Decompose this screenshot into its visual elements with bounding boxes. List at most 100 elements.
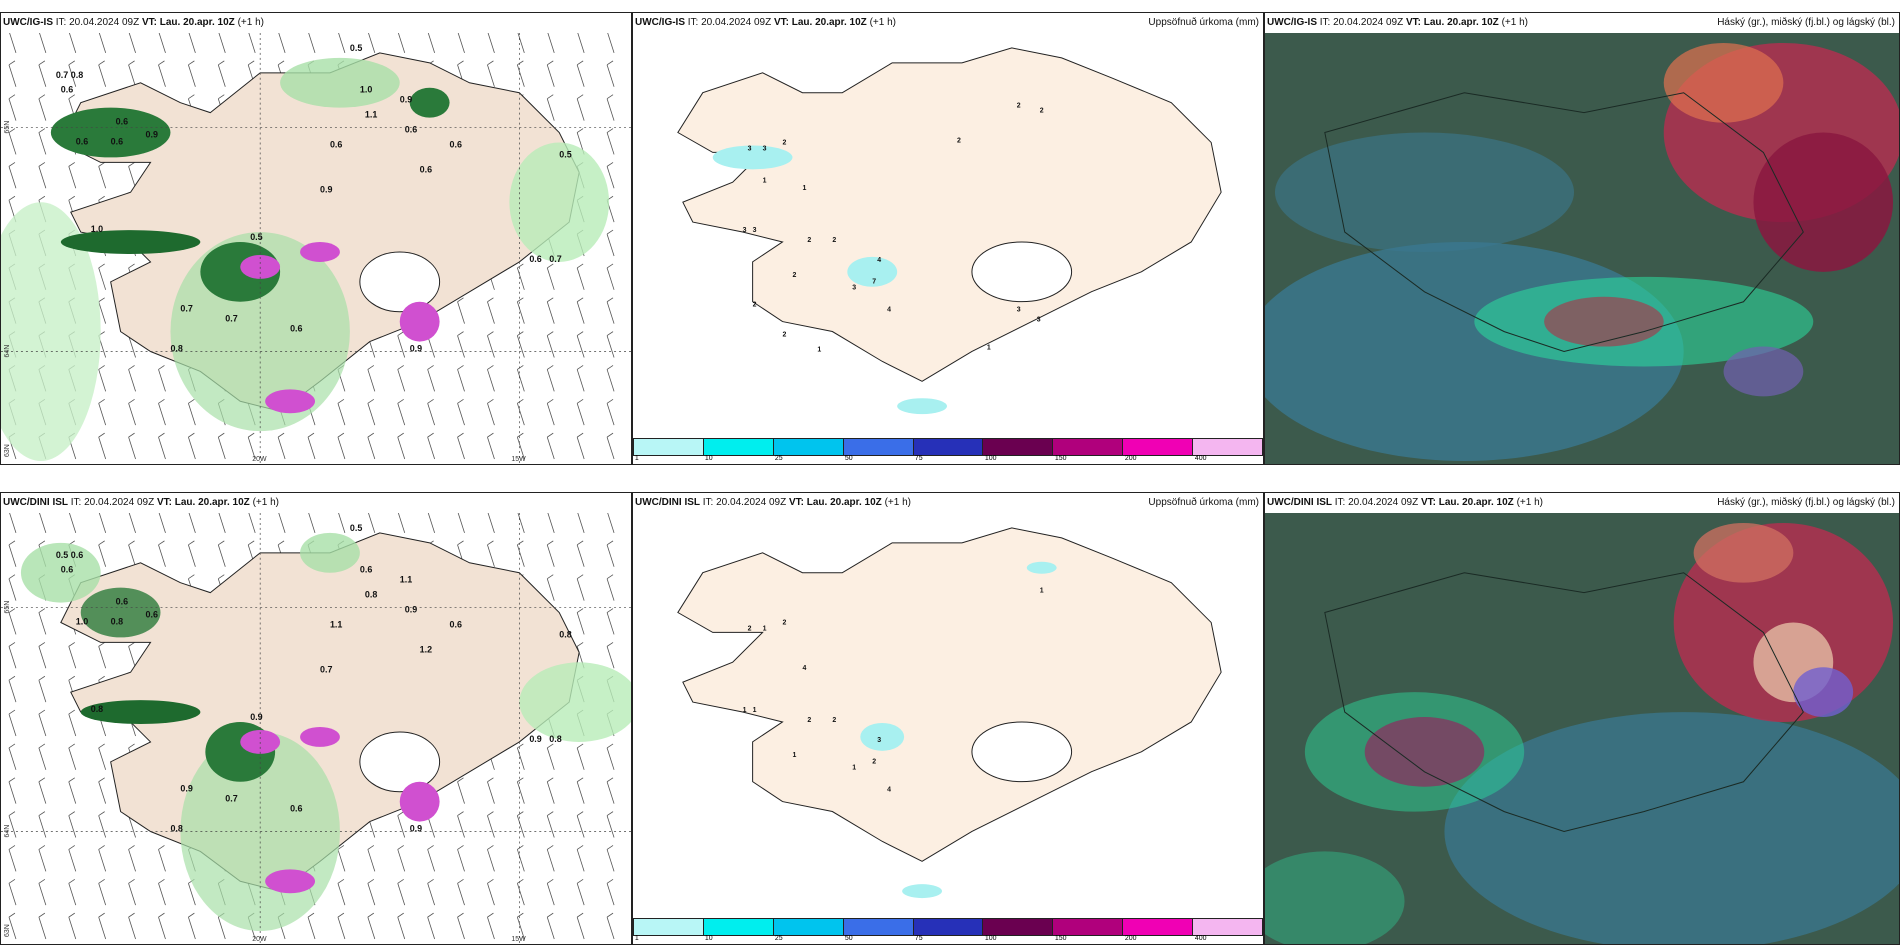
wind-barb-flag [576,777,584,783]
wind-barb [546,335,555,358]
wind-barb-flag [547,94,554,100]
wind-barb [158,849,166,872]
wind-barb-flag [98,743,105,749]
wind-barb [606,578,615,601]
wind-barb [8,747,17,770]
wind-barb-flag [427,845,434,850]
wind-barb-flag [547,878,554,884]
accum-value-label: 1 [753,707,757,714]
wind-barb-flag [188,94,195,100]
iceland-land [677,527,1222,862]
wind-barb-flag [457,777,464,783]
colorbar-ticks: 1 10 25 50 75 100 150 200 400 [633,935,1263,944]
wind-barb [546,747,555,770]
wind-barb-flag [128,845,135,850]
wind-barb-flag [576,398,584,404]
wind-barb [546,883,555,906]
accum-value-label: 4 [802,665,806,672]
wind-barb [188,403,196,426]
lat-label-63: 63N [4,444,11,457]
accum-value-label: 4 [877,257,881,264]
wind-barb-flag [68,878,75,884]
wind-barb [98,815,107,838]
precip-value-label: 0.5 [250,232,262,242]
wind-barb-flag [547,263,554,269]
colorbar-tick: 10 [704,455,713,462]
wind-barb-flag [517,811,524,816]
wind-barb-flag [606,574,614,580]
wind-barb-flag [606,94,614,100]
wind-barb-flag [606,365,614,370]
wind-barb-flag [98,912,105,918]
wind-barb [397,883,406,906]
wind-barb-flag [38,912,46,918]
wind-barb-flag [68,777,75,783]
wind-barb-flag [188,398,195,404]
wind-barb [98,747,107,770]
wind-barb-flag [337,432,345,438]
wind-barb-flag [38,878,46,884]
accum-value-label: 2 [1040,108,1044,115]
wind-barb [516,815,525,838]
wind-barb [8,578,17,601]
wind-barb-flag [98,398,105,404]
wind-barb-flag [98,162,105,167]
accum-value-label: 2 [872,759,876,766]
wind-barb [606,646,615,669]
wind-barb-flag [576,608,584,613]
accum-value-label: 2 [753,302,757,309]
precip-value-label: 0.6 [71,550,83,560]
wind-barb-flag [606,777,614,783]
wind-barb-flag [218,60,225,66]
wind-barb [98,513,107,534]
wind-barb [516,437,525,460]
wind-barb [547,33,555,54]
wind-barb [218,513,226,534]
wind-barb-flag [606,642,614,647]
wind-barb [8,917,17,940]
wind-barb-flag [487,365,494,370]
lat-label-65: 65N [4,121,11,134]
wind-barb [367,849,376,872]
wind-barb [576,747,585,770]
wind-barb [217,64,226,87]
init-time: IT: 20.04.2024 09Z [55,17,140,28]
colorbar-tick: 400 [1194,935,1207,942]
colorbar-tick: 100 [984,935,997,942]
colorbar-tick: 150 [1054,935,1067,942]
wind-barb-flag [547,365,554,370]
wind-barb [338,513,346,534]
wind-barb [158,403,166,426]
wind-barb [248,513,256,534]
wind-barb-flag [337,398,345,404]
wind-barb-flag [547,743,554,749]
wind-barb [487,403,495,426]
wind-barb-flag [38,195,46,201]
lon-label-15w: 15W [511,936,526,943]
wind-barb [606,883,615,906]
wind-barb-flag [517,365,524,370]
wind-barb-flag [606,263,614,269]
wind-barb [427,369,436,392]
wind-barb-flag [38,642,46,647]
wind-barb [98,33,107,54]
wind-barb-flag [576,540,584,546]
wind-barb-flag [367,432,375,438]
colorbar-swatch [843,439,914,455]
wind-barb-flag [576,811,584,816]
wind-barb [606,849,615,872]
wind-barb-flag [307,912,315,918]
wind-barb [576,301,585,324]
wind-barb-flag [188,574,195,580]
wind-barb [39,33,47,54]
wind-barb-flag [427,432,434,438]
wind-barb-flag [128,912,135,918]
colorbar-swatch [843,919,914,935]
wind-barb [516,403,525,426]
wind-barb [98,437,107,460]
wind-barb-flag [517,540,524,546]
wind-barb [367,883,376,906]
wind-barb-flag [517,912,524,918]
